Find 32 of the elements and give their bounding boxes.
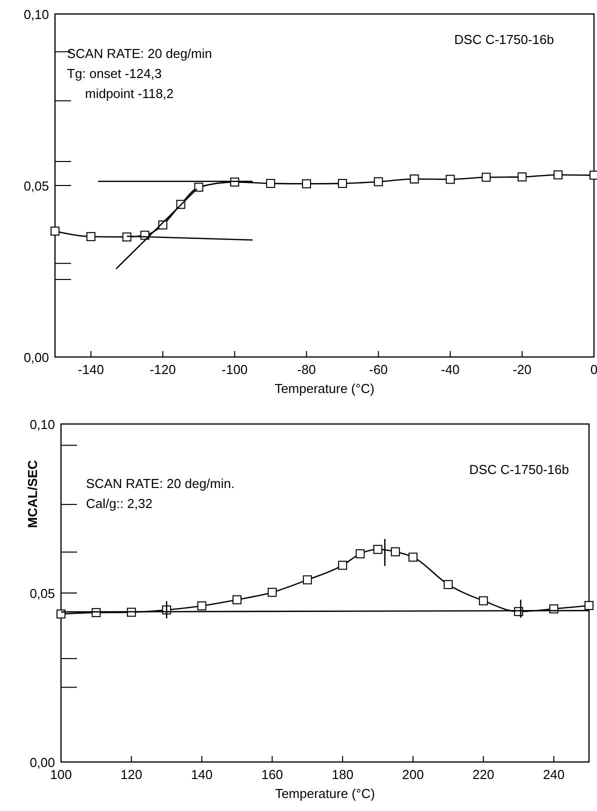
y-tick-label: 0,00	[30, 755, 55, 770]
x-tick-label: 140	[190, 767, 213, 782]
annotation: DSC C-1750-16b	[469, 462, 569, 477]
x-tick-label: 220	[472, 767, 494, 782]
x-tick-label: -120	[150, 362, 176, 377]
y-tick-label: 0,00	[24, 350, 49, 365]
y-tick-label: 0,05	[30, 586, 55, 601]
x-axis-title: Temperature (°C)	[275, 786, 375, 801]
y-tick-label: 0,05	[24, 178, 49, 194]
x-tick-label: -80	[297, 362, 316, 377]
x-tick-label: 240	[542, 767, 565, 782]
y-axis-title: MCAL/SEC	[25, 459, 40, 528]
x-tick-label: 160	[261, 767, 284, 782]
annotation: SCAN RATE: 20 deg/min	[67, 46, 212, 61]
x-tick-label: 0	[590, 362, 597, 377]
x-tick-label: 120	[120, 767, 142, 782]
x-tick-label: 180	[332, 767, 354, 782]
y-tick-label: 0,10	[24, 7, 49, 22]
x-tick-label: -20	[512, 362, 532, 377]
y-tick-label: 0,10	[30, 417, 55, 432]
x-tick-label: -40	[440, 362, 460, 377]
annotation: Tg: onset -124,3	[67, 66, 162, 81]
annotation: SCAN RATE: 20 deg/min.	[86, 476, 235, 491]
annotation: Cal/g:: 2,32	[86, 496, 152, 511]
x-tick-label: 200	[402, 767, 424, 782]
x-axis-title: Temperature (°C)	[274, 381, 374, 396]
annotation: DSC C-1750-16b	[454, 32, 554, 47]
x-tick-label: -100	[222, 362, 248, 377]
x-tick-label: -140	[78, 362, 104, 377]
annotation: midpoint -118,2	[85, 86, 174, 101]
x-tick-label: -60	[369, 362, 388, 377]
x-tick-label: 100	[50, 767, 72, 782]
